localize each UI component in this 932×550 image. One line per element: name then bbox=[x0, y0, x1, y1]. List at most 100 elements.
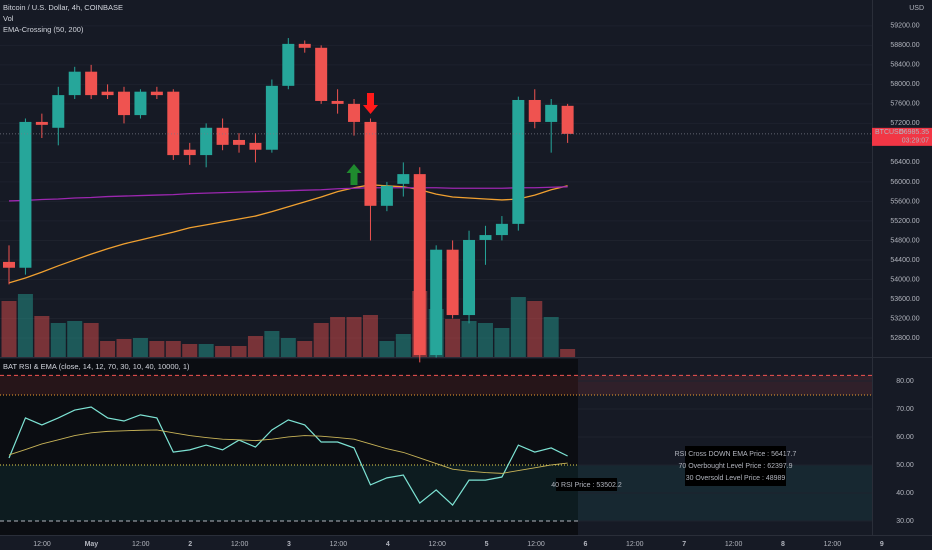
volume-bar bbox=[543, 317, 559, 357]
sell-arrow bbox=[363, 93, 378, 114]
x-tick-label: 12:00 bbox=[231, 541, 249, 548]
candle-body bbox=[134, 91, 147, 116]
x-tick-label: 12:00 bbox=[33, 541, 51, 548]
volume-bar bbox=[132, 338, 148, 357]
x-tick-label: 6 bbox=[583, 541, 587, 548]
candle-body bbox=[463, 239, 476, 316]
rsi-label-bg bbox=[556, 478, 617, 491]
candle-body bbox=[479, 235, 492, 240]
candle-body bbox=[85, 71, 98, 96]
candle-body bbox=[364, 121, 377, 206]
candle-body bbox=[216, 127, 229, 145]
candle-body bbox=[249, 142, 262, 150]
volume-bar bbox=[67, 321, 83, 357]
candle-body bbox=[495, 223, 508, 236]
y-tick-label: 53200.00 bbox=[890, 315, 919, 322]
chart-title: Bitcoin / U.S. Dollar, 4h, COINBASE bbox=[3, 3, 123, 12]
indicator-legend: EMA-Crossing (50, 200) bbox=[3, 25, 84, 34]
volume-bar bbox=[264, 331, 280, 357]
y-tick-label: 54000.00 bbox=[890, 276, 919, 283]
y-tick-label: 55600.00 bbox=[890, 198, 919, 205]
x-tick-label: 2 bbox=[188, 541, 192, 548]
ema-line bbox=[8, 184, 568, 284]
x-tick-label: 7 bbox=[682, 541, 686, 548]
candle-body bbox=[19, 121, 32, 268]
candle-body bbox=[545, 104, 558, 122]
volume-bar bbox=[50, 323, 66, 357]
x-tick-label: 4 bbox=[386, 541, 390, 548]
volume-bar bbox=[560, 349, 576, 357]
last-price-symbol: BTCUSD bbox=[875, 129, 904, 136]
volume-bar bbox=[395, 334, 411, 357]
volume-bar bbox=[379, 341, 395, 357]
volume-bar bbox=[313, 323, 329, 357]
candle-body bbox=[331, 100, 344, 104]
volume-legend: Vol bbox=[3, 14, 14, 23]
volume-bar bbox=[494, 328, 510, 357]
candle-body bbox=[183, 149, 196, 156]
x-tick-label: 12:00 bbox=[132, 541, 150, 548]
candle-body bbox=[52, 95, 65, 128]
y-tick-label: 40.00 bbox=[896, 490, 914, 497]
candle-body bbox=[512, 99, 525, 224]
x-tick-label: 9 bbox=[880, 541, 884, 548]
volume-bar bbox=[330, 317, 346, 357]
history-backdrop bbox=[0, 359, 578, 535]
overbought-band bbox=[0, 375, 872, 395]
volume-bar bbox=[182, 344, 198, 357]
volume-bar bbox=[477, 323, 493, 357]
y-tick-label: 57200.00 bbox=[890, 120, 919, 127]
volume-bar bbox=[1, 301, 17, 357]
y-tick-label: 58800.00 bbox=[890, 42, 919, 49]
x-tick-label: 12:00 bbox=[428, 541, 446, 548]
y-tick-label: 58400.00 bbox=[890, 62, 919, 69]
candle-body bbox=[150, 91, 163, 96]
y-tick-label: 54800.00 bbox=[890, 237, 919, 244]
y-tick-label: 58000.00 bbox=[890, 81, 919, 88]
candle-body bbox=[282, 43, 295, 86]
volume-bar bbox=[116, 339, 132, 357]
volume-bar bbox=[247, 336, 263, 357]
volume-bar bbox=[461, 321, 477, 357]
candle-body bbox=[413, 174, 426, 356]
candle-body bbox=[446, 249, 459, 316]
volume-bar bbox=[100, 341, 116, 357]
volume-bar bbox=[34, 316, 50, 357]
rsi-line bbox=[8, 429, 568, 474]
x-tick-label: 12:00 bbox=[527, 541, 545, 548]
candle-body bbox=[233, 139, 246, 145]
candle-body bbox=[3, 261, 15, 268]
candle-body bbox=[118, 91, 131, 116]
rsi-label: 40 RSI Price : 53502.2 bbox=[551, 482, 622, 489]
info-line: RSI Cross DOWN EMA Price : 56417.7 bbox=[675, 451, 797, 458]
x-tick-label: 12:00 bbox=[330, 541, 348, 548]
y-tick-label: 30.00 bbox=[896, 518, 914, 525]
countdown: 03:29:07 bbox=[902, 138, 929, 145]
x-tick-label: 5 bbox=[485, 541, 489, 548]
candle-body bbox=[68, 71, 81, 96]
y-tick-label: 80.00 bbox=[896, 378, 914, 385]
volume-bar bbox=[297, 341, 313, 357]
info-line: 70 Overbought Level Price : 62397.9 bbox=[678, 463, 792, 470]
x-tick-label: 3 bbox=[287, 541, 291, 548]
currency-unit: USD bbox=[909, 5, 924, 12]
y-tick-label: 70.00 bbox=[896, 406, 914, 413]
candle-body bbox=[200, 127, 213, 156]
info-box: RSI Cross DOWN EMA Price : 56417.7 70 Ove… bbox=[675, 446, 797, 486]
y-tick-label: 60.00 bbox=[896, 434, 914, 441]
plot: 52800.00 53200.00 53600.00 54000.00 54400.00… bbox=[0, 23, 932, 548]
last-price-box bbox=[872, 127, 932, 146]
candle-body bbox=[101, 91, 114, 96]
candle-body bbox=[380, 185, 393, 206]
rsi-legend: BAT RSI & EMA (close, 14, 12, 70, 30, 10… bbox=[3, 362, 190, 371]
y-tick-label: 56400.00 bbox=[890, 159, 919, 166]
volume-bar bbox=[17, 294, 33, 357]
volume-bar bbox=[346, 317, 362, 357]
x-tick-label: 12:00 bbox=[725, 541, 743, 548]
y-tick-label: 54400.00 bbox=[890, 257, 919, 264]
volume-bar bbox=[83, 323, 99, 357]
candle-body bbox=[561, 105, 574, 134]
x-tick-label: 12:00 bbox=[626, 541, 644, 548]
x-tick-label: 8 bbox=[781, 541, 785, 548]
volume-bar bbox=[510, 297, 526, 357]
